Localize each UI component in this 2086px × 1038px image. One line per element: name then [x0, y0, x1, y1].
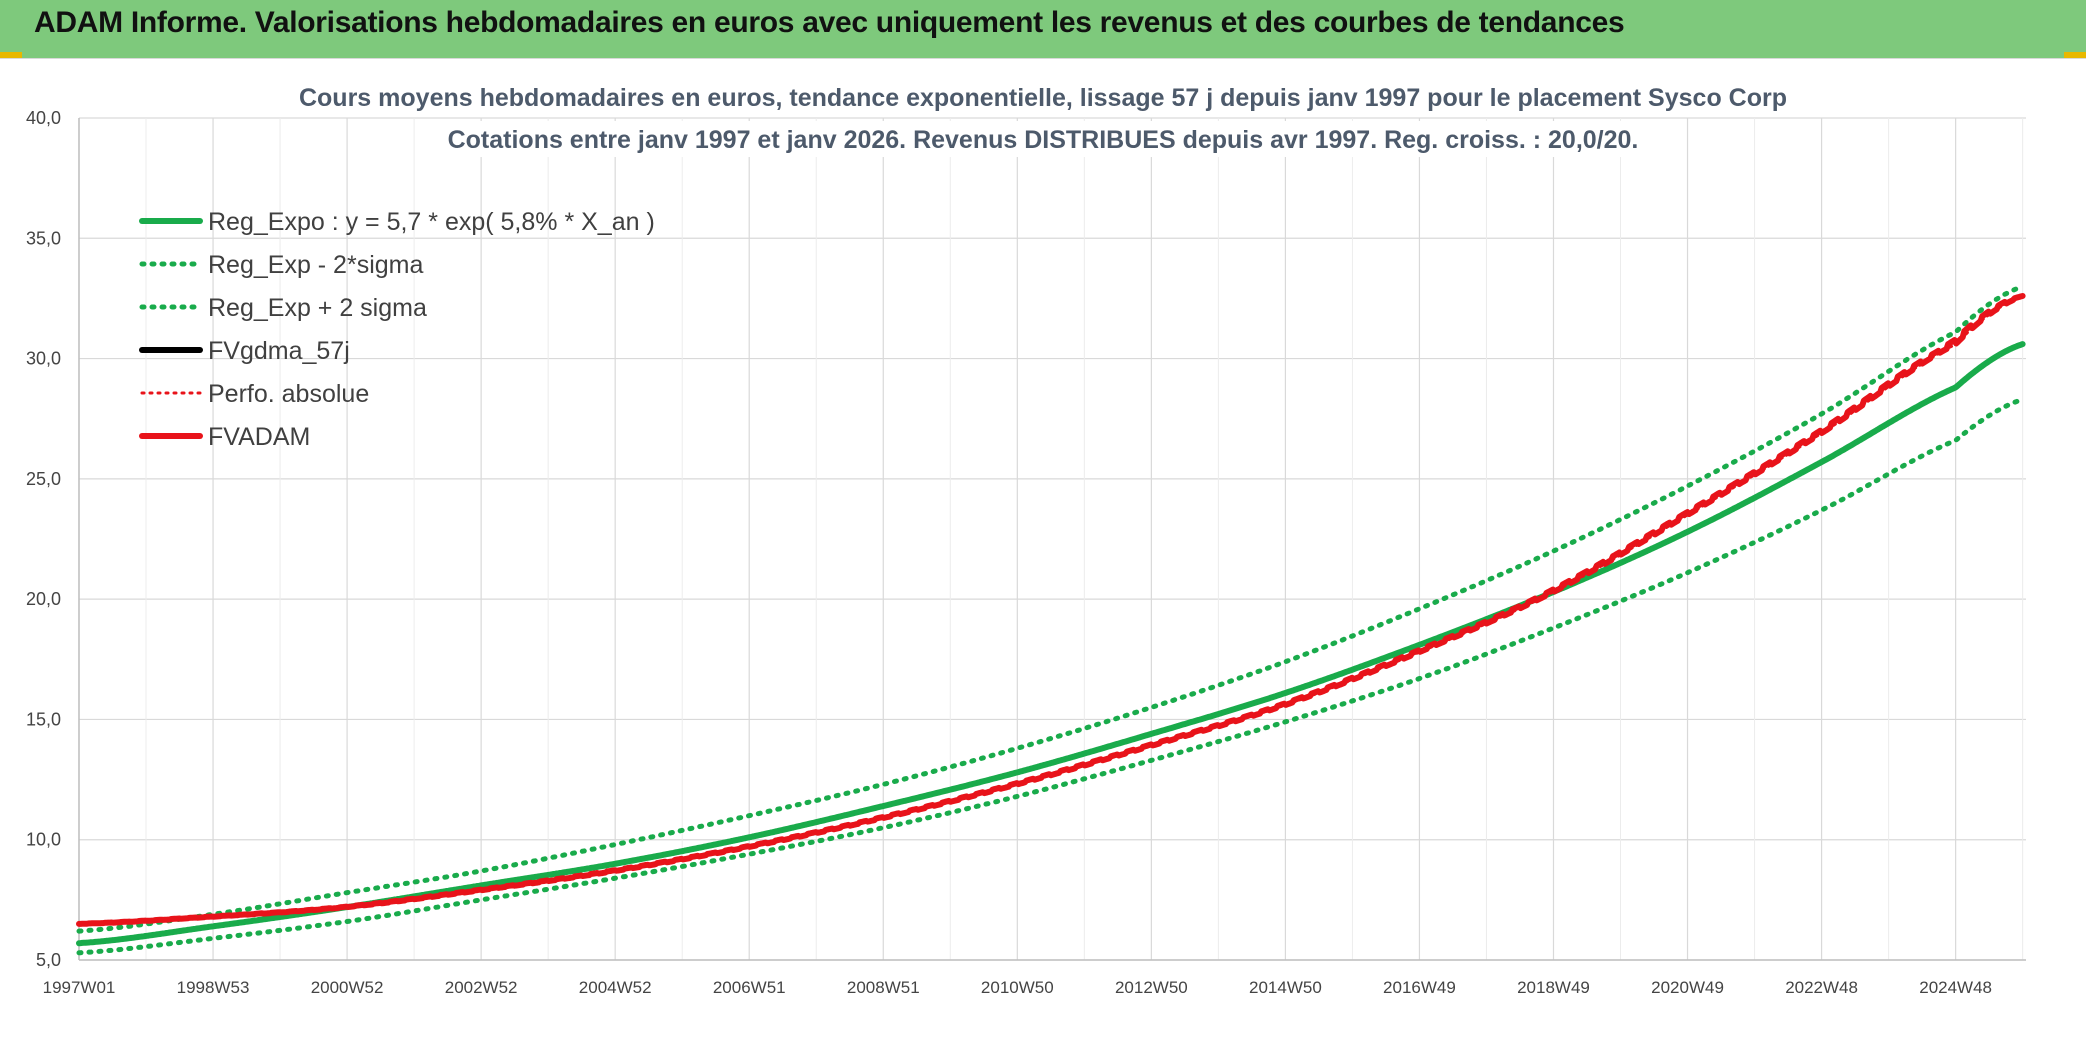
x-tick-label: 2020W49: [1651, 978, 1724, 997]
chart-title-line: Cotations entre janv 1997 et janv 2026. …: [448, 126, 1639, 154]
y-tick-label: 40,0: [26, 108, 61, 128]
chart-svg: 5,0 10,0 15,0 20,0 25,0 30,0 35,0 40,0 1997W01 19…: [26, 79, 2026, 997]
x-tick-label: 2016W49: [1383, 978, 1456, 997]
x-tick-label: 1997W01: [43, 978, 116, 997]
x-tick-label: 2006W51: [713, 978, 786, 997]
legend-label: Reg_Exp - 2*sigma: [208, 251, 423, 279]
x-tick-label: 2008W51: [847, 978, 920, 997]
y-tick-label: 25,0: [26, 469, 61, 489]
header-bar: ADAM Informe. Valorisations hebdomadaire…: [0, 0, 2086, 58]
legend-label: Reg_Expo : y = 5,7 * exp( 5,8% * X_an ): [208, 208, 655, 236]
series-reg-exp-plus-2sigma: [76, 283, 2026, 934]
x-tick-label: 2022W48: [1785, 978, 1858, 997]
chart-area: 5,0 10,0 15,0 20,0 25,0 30,0 35,0 40,0 1997W01 19…: [0, 58, 2086, 1037]
legend-label: Perfo. absolue: [208, 380, 369, 408]
series-fvadam: [76, 293, 2026, 927]
x-tick-label: 2000W52: [311, 978, 384, 997]
series-reg-exp-minus-2sigma: [76, 397, 2026, 956]
x-tick-label: 2018W49: [1517, 978, 1590, 997]
x-tick-label: 2010W50: [981, 978, 1054, 997]
y-tick-label: 30,0: [26, 349, 61, 369]
y-tick-label: 20,0: [26, 589, 61, 609]
x-tick-label: 2012W50: [1115, 978, 1188, 997]
x-tick-label: 1998W53: [177, 978, 250, 997]
x-tick-label: 2004W52: [579, 978, 652, 997]
series-perfo-absolue: [77, 294, 2025, 926]
y-tick-label: 10,0: [26, 830, 61, 850]
y-tick-label: 35,0: [26, 228, 61, 248]
corner-accent-top-right: [2064, 52, 2086, 58]
series-reg-expo: [76, 341, 2026, 947]
x-tick-label: 2014W50: [1249, 978, 1322, 997]
legend-label: FVgdma_57j: [208, 337, 350, 365]
legend-label: FVADAM: [208, 423, 310, 451]
y-tick-label: 5,0: [36, 950, 61, 970]
chart-title-line: Cours moyens hebdomadaires en euros, ten…: [299, 84, 1787, 112]
x-tick-label: 2024W48: [1919, 978, 1992, 997]
chart-title-backing: [288, 79, 1798, 115]
chart-title-backing: [437, 121, 1649, 157]
x-tick-label: 2002W52: [445, 978, 518, 997]
legend-label: Reg_Exp + 2 sigma: [208, 294, 427, 322]
y-tick-label: 15,0: [26, 709, 61, 729]
page-title: ADAM Informe. Valorisations hebdomadaire…: [34, 6, 1625, 39]
corner-accent-top-left: [0, 52, 22, 58]
